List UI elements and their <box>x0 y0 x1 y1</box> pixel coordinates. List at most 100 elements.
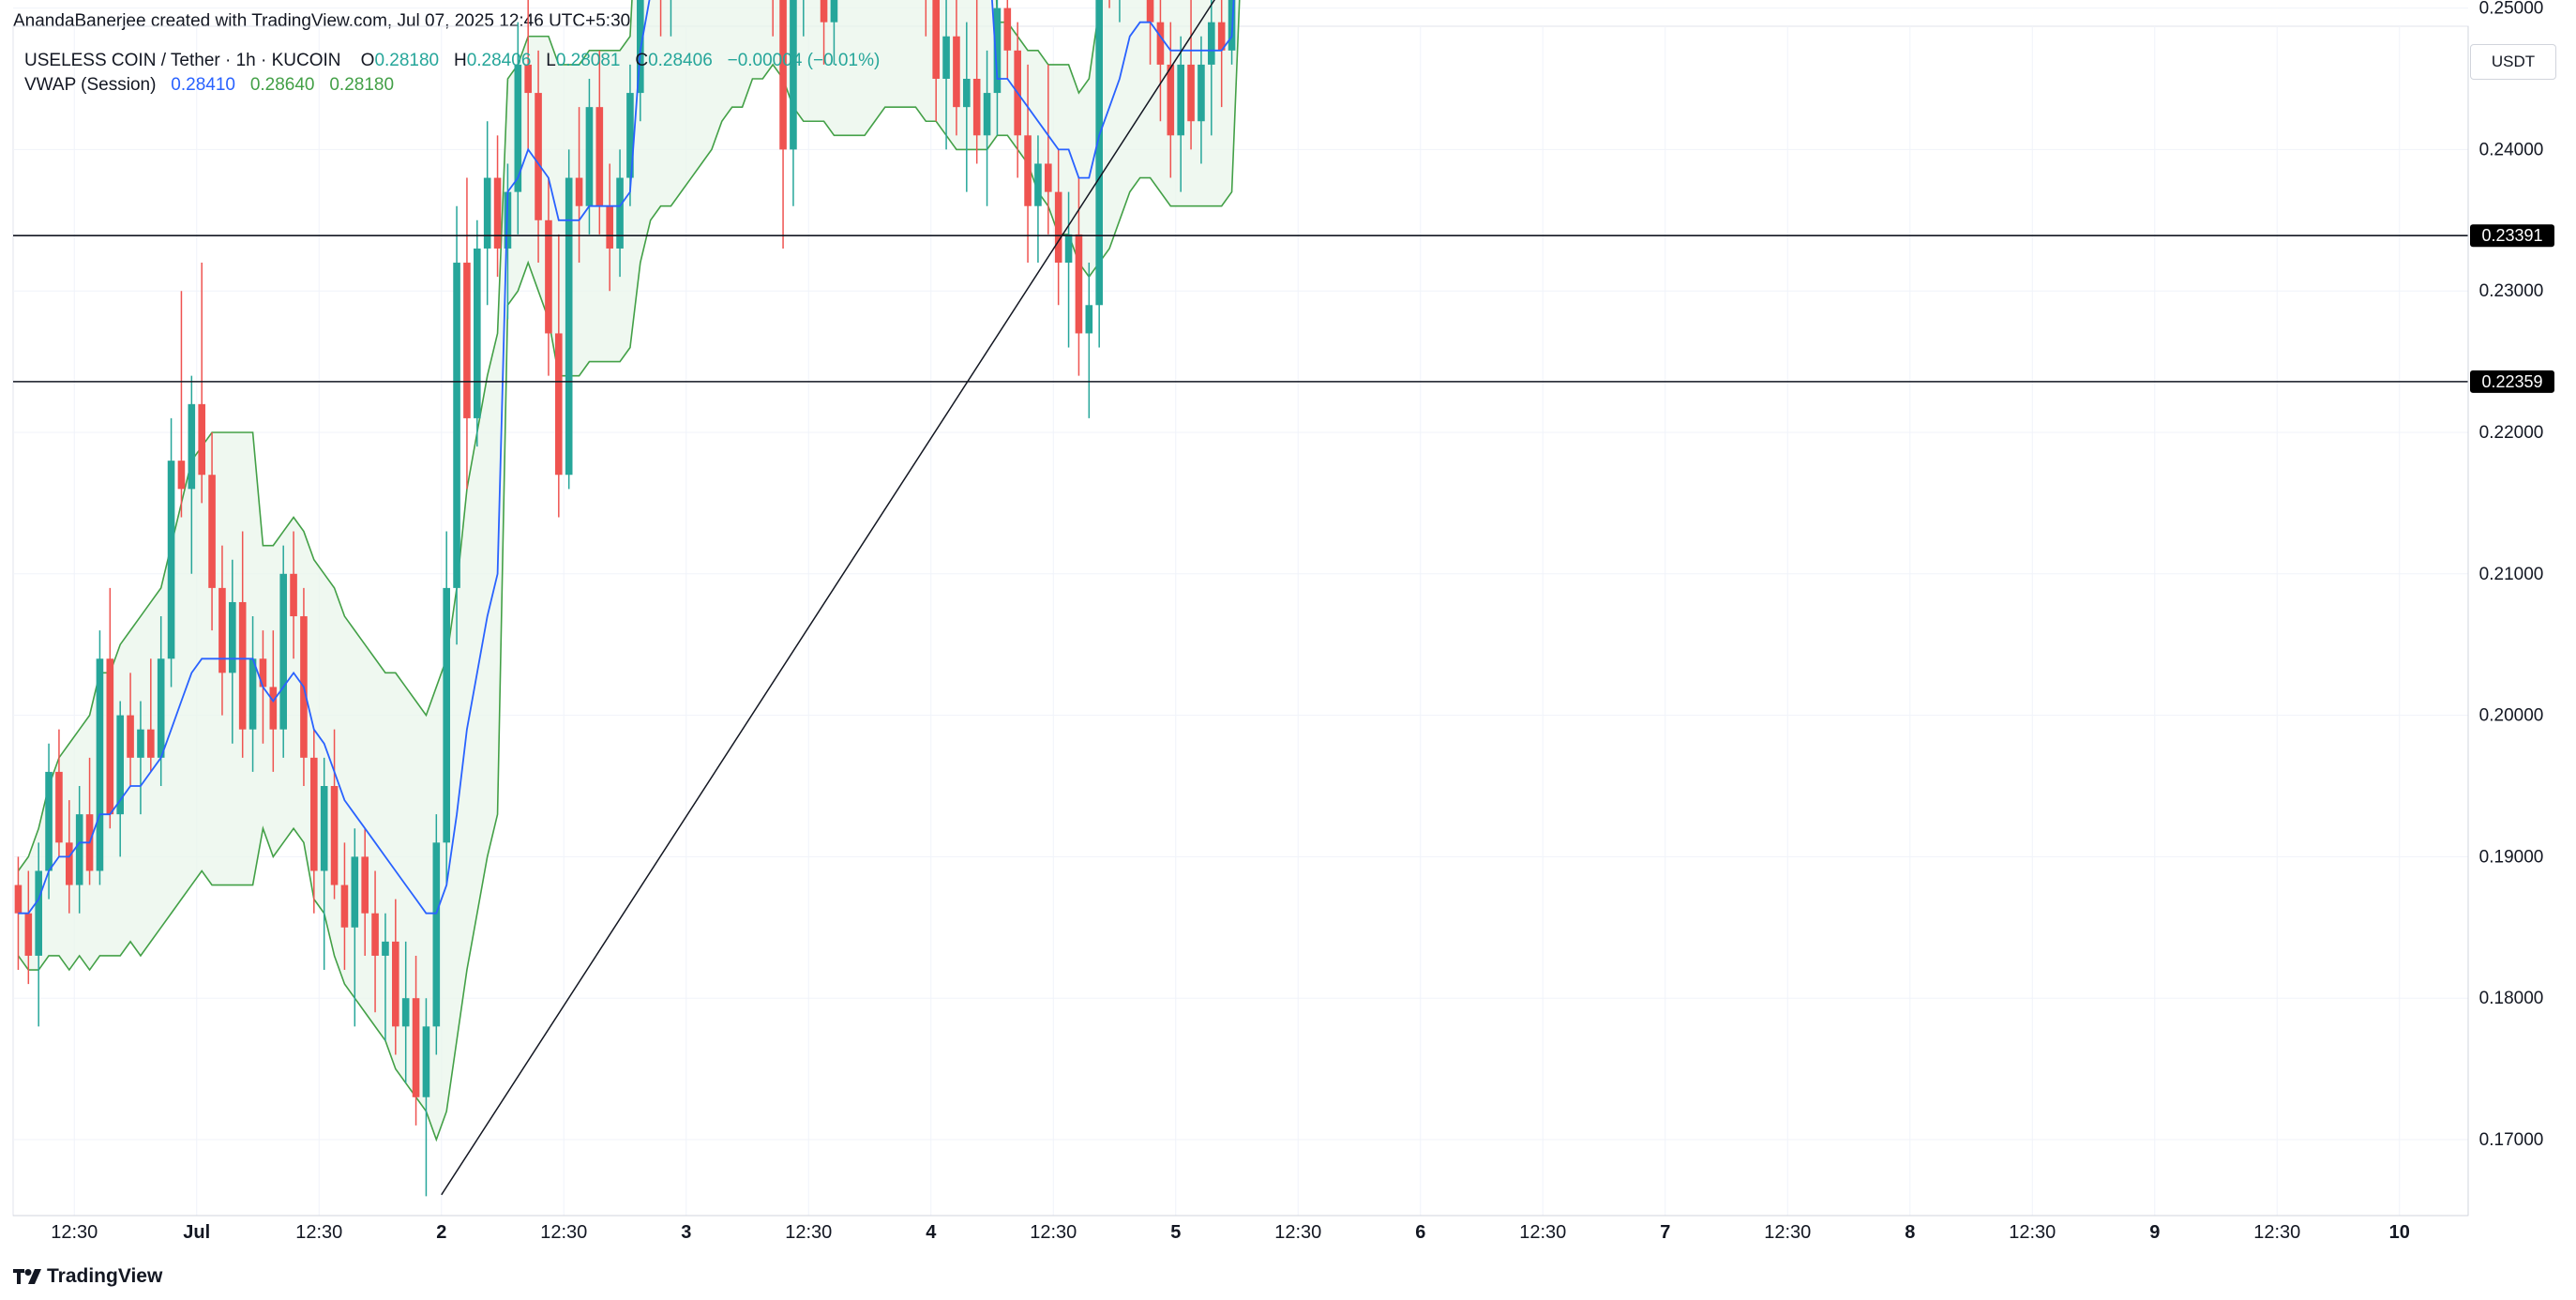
candle <box>371 870 379 1013</box>
candle <box>432 814 441 1055</box>
y-tick-label: 0.25000 <box>2479 0 2544 19</box>
candle <box>412 955 420 1126</box>
level-tag-label: 0.23391 <box>2481 226 2542 245</box>
candle-body <box>626 93 634 178</box>
candle-body <box>188 403 196 490</box>
candle <box>616 149 624 278</box>
candle-body <box>565 177 573 476</box>
candle <box>1003 0 1012 79</box>
candle <box>330 729 339 899</box>
candle <box>524 0 532 150</box>
candle <box>249 616 257 772</box>
candle-body <box>555 333 563 476</box>
candle-body <box>177 461 186 490</box>
candle-body <box>259 658 267 688</box>
x-tick-label: Jul <box>183 1222 210 1243</box>
symbol-label[interactable]: USELESS COIN / Tether · 1h · KUCOIN <box>24 51 341 70</box>
candle-body <box>340 884 349 928</box>
vwap-line <box>18 0 1235 915</box>
candle-body <box>972 79 981 136</box>
candle-body <box>116 715 124 815</box>
candle-body <box>147 729 155 758</box>
candle-body <box>422 1026 430 1097</box>
trendline-lower-support <box>441 0 1215 1196</box>
candle <box>565 149 573 490</box>
x-tick-label: 12:30 <box>785 1222 832 1243</box>
vwap-label[interactable]: VWAP (Session) <box>24 75 157 95</box>
tradingview-logo-icon <box>13 1269 41 1284</box>
candle-body <box>1198 64 1205 122</box>
candle-body <box>14 884 23 914</box>
candle-body <box>1034 163 1042 206</box>
candle <box>422 998 430 1197</box>
candle-body <box>463 263 471 418</box>
candle-body <box>545 219 552 334</box>
candle <box>443 531 450 885</box>
x-tick-label: 3 <box>681 1222 691 1243</box>
candle <box>116 701 124 857</box>
y-tick-label: 0.17000 <box>2479 1130 2544 1150</box>
y-tick-label: 0.24000 <box>2479 140 2544 159</box>
candle <box>208 432 216 631</box>
candle-body <box>616 177 624 249</box>
candle-body <box>310 757 318 871</box>
y-tick-label: 0.20000 <box>2479 706 2544 726</box>
candle-body <box>932 0 940 80</box>
candle <box>463 177 471 490</box>
candle-body <box>198 403 205 476</box>
x-tick-label: 12:30 <box>540 1222 587 1243</box>
candle-body <box>35 870 42 956</box>
candle-body <box>75 814 83 885</box>
x-tick-label: 5 <box>1170 1222 1181 1243</box>
x-tick-label: 10 <box>2389 1222 2410 1243</box>
candle <box>167 417 175 688</box>
x-tick-label: 12:30 <box>2009 1222 2056 1243</box>
candle <box>790 0 797 206</box>
candle <box>75 786 83 914</box>
candle <box>96 630 104 885</box>
level-tag <box>2470 370 2554 393</box>
y-tick-label: 0.21000 <box>2479 565 2544 584</box>
candle <box>1187 0 1195 150</box>
candle <box>361 828 369 956</box>
candle-body <box>453 263 460 588</box>
y-tick-label: 0.23000 <box>2479 281 2544 301</box>
candle-body <box>1003 8 1012 51</box>
candle <box>279 545 287 758</box>
currency-selector[interactable]: USDT <box>2470 44 2556 80</box>
candle-body <box>24 913 33 956</box>
candle <box>983 50 991 206</box>
candle <box>351 828 359 1027</box>
candle-body <box>401 998 410 1027</box>
candle-body <box>412 998 420 1097</box>
x-tick-label: 8 <box>1905 1222 1915 1243</box>
candle <box>1045 64 1052 234</box>
candle-body <box>1177 64 1184 136</box>
candle-body <box>45 771 53 871</box>
tradingview-logo[interactable]: TradingView <box>13 1265 162 1288</box>
x-tick-label: 6 <box>1415 1222 1425 1243</box>
chart-legend: USELESS COIN / Tether · 1h · KUCOIN O0.2… <box>24 49 880 98</box>
candle <box>555 234 563 518</box>
candle-body <box>1075 234 1083 334</box>
candle <box>535 50 542 264</box>
open-label: O <box>360 51 375 70</box>
vwap-upper-band <box>17 0 1103 871</box>
candle <box>238 531 247 758</box>
candle-body <box>1217 22 1226 51</box>
candle-body <box>137 729 144 758</box>
candle-body <box>1054 191 1062 264</box>
candle <box>1054 149 1062 306</box>
candle-body <box>514 64 522 192</box>
candle-body <box>779 0 787 150</box>
x-tick-label: 12:30 <box>295 1222 342 1243</box>
candle-body <box>443 587 450 843</box>
candle-body <box>993 8 1002 94</box>
candle <box>803 0 805 37</box>
candle-body <box>351 856 359 928</box>
candle <box>830 0 838 65</box>
level-tag-label: 0.22359 <box>2481 372 2542 391</box>
candle-body <box>1187 64 1195 122</box>
candle <box>1034 135 1042 264</box>
